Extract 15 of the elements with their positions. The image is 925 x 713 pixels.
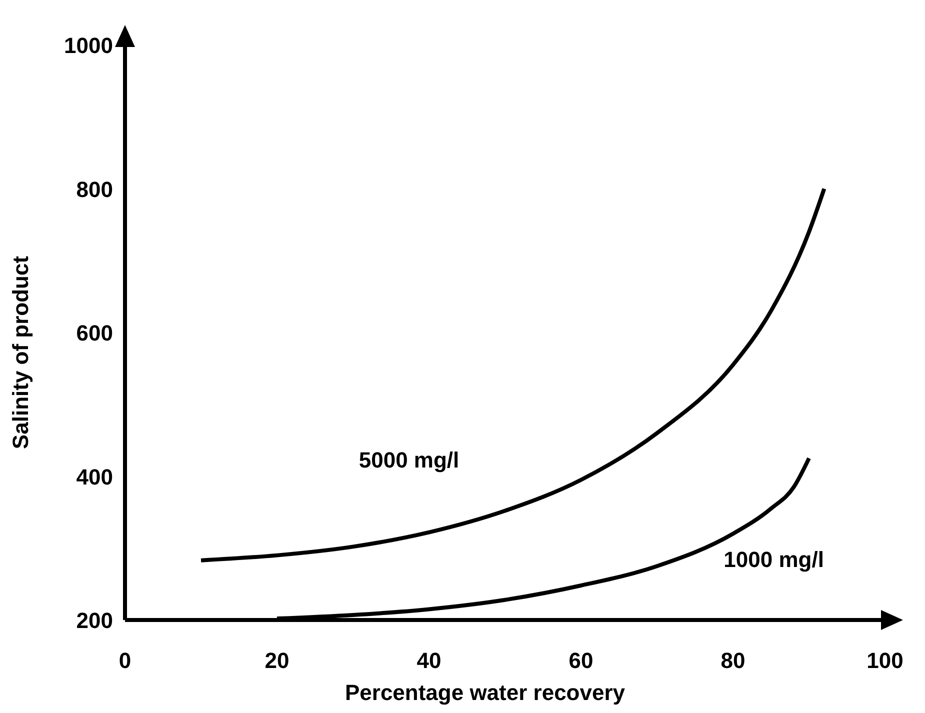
y-tick-label: 800 <box>76 176 113 202</box>
series-label: 1000 mg/l <box>724 547 824 572</box>
x-tick-label: 0 <box>118 648 132 673</box>
x-tick-label: 40 <box>416 648 442 673</box>
y-tick-label: 600 <box>76 320 113 346</box>
x-tick-label: 60 <box>568 648 594 673</box>
x-tick-label: 80 <box>720 648 746 673</box>
y-tick-label: 200 <box>76 608 113 633</box>
text: 5000 mg/l <box>358 447 460 472</box>
y-tick-label: 1000 <box>64 33 113 58</box>
y-tick-label: 400 <box>76 464 113 490</box>
y-axis-title: Salinity of product <box>8 255 33 450</box>
x-axis-title: Percentage water recovery <box>344 680 626 705</box>
x-tick-label: 100 <box>866 648 904 673</box>
x-tick-label: 20 <box>264 648 290 673</box>
